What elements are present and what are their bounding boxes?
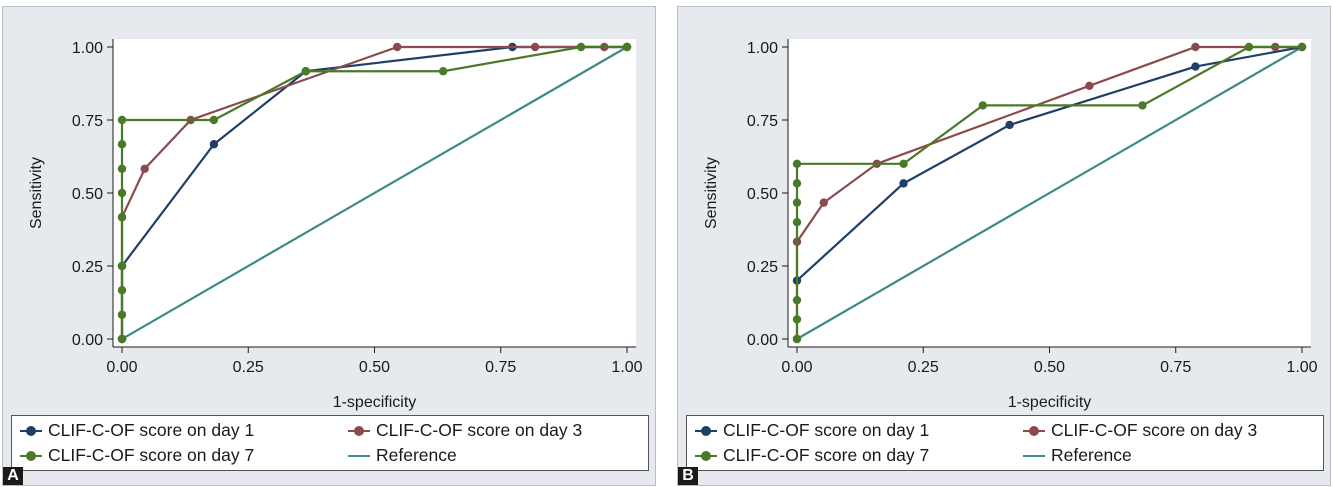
data-point-day7: [792, 198, 802, 207]
roc-chart-a: 0.00 0.25 0.50 0.75 1.00 0.00 0.25 0.50 0.75 1.00…: [28, 39, 643, 411]
legend-marker-day3: [348, 425, 370, 437]
x-tick-label: 0.50: [359, 359, 390, 376]
data-point-day1: [209, 140, 219, 149]
legend-label-reference: Reference: [1051, 445, 1132, 465]
x-axis-label: 1-specificity: [333, 394, 417, 411]
data-point-day7: [117, 140, 127, 149]
data-point-day1: [899, 179, 908, 188]
legend-marker-reference: [1023, 450, 1045, 462]
data-point-day7: [117, 261, 127, 271]
x-tick-label: 0.75: [1160, 359, 1191, 376]
legend-marker-day3: [1023, 425, 1045, 437]
y-tick-label: 0.50: [747, 186, 778, 203]
x-axis-label: 1-specificity: [1008, 394, 1092, 411]
data-point-day1: [1005, 120, 1014, 130]
data-point-day7: [792, 295, 802, 305]
y-tick-label: 0.75: [72, 113, 103, 130]
legend-item-day7: CLIF-C-OF score on day 7: [695, 445, 929, 466]
roc-chart-b: 0.00 0.25 0.50 0.75 1.00 0.00 0.25 0.50 0.75 1.00…: [703, 39, 1318, 411]
data-point-day1: [1191, 62, 1200, 71]
data-point-day7: [438, 67, 448, 76]
data-point-day7: [1297, 42, 1307, 52]
data-point-day3: [140, 164, 149, 173]
legend: CLIF-C-OF score on day 1 CLIF-C-OF score…: [11, 415, 649, 471]
data-point-day3: [530, 42, 540, 52]
x-tick-label: 0.50: [1034, 359, 1065, 376]
y-tick-label: 0.50: [72, 186, 103, 203]
y-tick-label: 0.25: [747, 259, 778, 276]
x-tick-label: 0.00: [106, 359, 137, 376]
data-point-day7: [117, 286, 127, 295]
legend-marker-day1: [695, 425, 717, 437]
data-point-day7: [117, 213, 127, 222]
legend-label-day1: CLIF-C-OF score on day 1: [723, 420, 930, 440]
series-line-reference: [796, 46, 1303, 340]
y-tick-label: 0.00: [72, 332, 103, 349]
legend-item-reference: Reference: [1023, 445, 1132, 466]
x-tick-label: 1.00: [611, 359, 642, 376]
chart-panel-b: 0.00 0.25 0.50 0.75 1.00 0.00 0.25 0.50 0.75 1.00…: [677, 6, 1331, 486]
y-tick-label: 1.00: [747, 40, 778, 57]
legend-label-day3: CLIF-C-OF score on day 3: [376, 420, 583, 440]
panel-label-a: A: [3, 467, 23, 485]
data-point-day3: [1085, 81, 1094, 91]
legend-item-day3: CLIF-C-OF score on day 3: [1023, 420, 1257, 441]
legend-item-day1: CLIF-C-OF score on day 1: [695, 420, 929, 441]
y-axis-label: Sensitivity: [28, 157, 45, 229]
legend-marker-day1: [20, 425, 42, 437]
data-point-day7: [301, 67, 311, 76]
panel-label-b: B: [678, 467, 698, 485]
data-point-day7: [1244, 42, 1254, 52]
legend-item-day7: CLIF-C-OF score on day 7: [20, 445, 254, 466]
y-tick-label: 0.75: [747, 113, 778, 130]
y-tick-label: 0.25: [72, 259, 103, 276]
legend-item-day3: CLIF-C-OF score on day 3: [348, 420, 582, 441]
y-axis-label: Sensitivity: [703, 157, 720, 229]
data-point-day7: [117, 164, 127, 173]
legend-label-day1: CLIF-C-OF score on day 1: [48, 420, 255, 440]
y-tick-label: 1.00: [72, 40, 103, 57]
data-point-day7: [792, 159, 802, 168]
data-point-day7: [576, 42, 586, 52]
series-line-reference: [121, 46, 628, 340]
legend-label-day7: CLIF-C-OF score on day 7: [48, 445, 255, 465]
data-point-day7: [117, 334, 127, 344]
data-point-day7: [792, 315, 802, 324]
x-tick-label: 0.00: [781, 359, 812, 376]
chart-panel-a: 0.00 0.25 0.50 0.75 1.00 0.00 0.25 0.50 0.75 1.00…: [2, 6, 656, 486]
data-point-day3: [393, 42, 402, 52]
legend-marker-reference: [348, 450, 370, 462]
data-point-day7: [978, 101, 988, 110]
data-point-day7: [792, 334, 802, 344]
legend-item-day1: CLIF-C-OF score on day 1: [20, 420, 254, 441]
x-tick-label: 0.75: [485, 359, 516, 376]
data-point-day7: [792, 218, 802, 227]
x-tick-label: 0.25: [233, 359, 264, 376]
y-tick-label: 0.00: [747, 332, 778, 349]
data-point-day3: [1191, 42, 1200, 52]
data-point-day7: [622, 42, 632, 52]
x-tick-label: 0.25: [908, 359, 939, 376]
legend-marker-day7: [695, 450, 717, 462]
data-point-day7: [117, 115, 127, 125]
data-point-day7: [792, 179, 802, 188]
x-tick-label: 1.00: [1286, 359, 1317, 376]
legend: CLIF-C-OF score on day 1 CLIF-C-OF score…: [686, 415, 1324, 471]
data-point-day7: [899, 159, 908, 168]
legend-item-reference: Reference: [348, 445, 457, 466]
legend-marker-day7: [20, 450, 42, 462]
data-point-day3: [819, 198, 828, 207]
data-point-day7: [117, 310, 127, 319]
data-point-day7: [117, 188, 127, 198]
data-point-day7: [209, 115, 219, 125]
legend-label-day3: CLIF-C-OF score on day 3: [1051, 420, 1258, 440]
legend-label-reference: Reference: [376, 445, 457, 465]
data-point-day7: [1138, 101, 1147, 110]
legend-label-day7: CLIF-C-OF score on day 7: [723, 445, 930, 465]
